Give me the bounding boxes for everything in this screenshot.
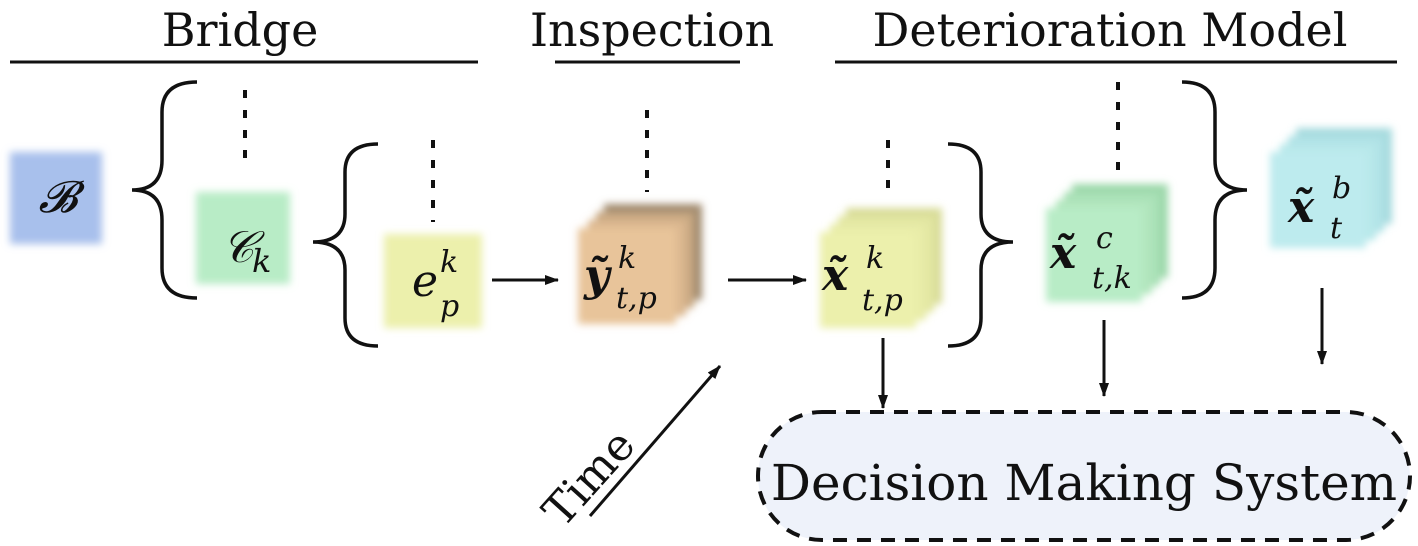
node-component: 𝒞 k [196, 192, 290, 284]
node-bridge-state-symbol: x̃ [1287, 182, 1315, 233]
bridge-state-layer-front [1270, 152, 1366, 248]
node-inspection-sup: k [618, 241, 636, 276]
node-element: e k p [384, 234, 482, 328]
header-deterioration: Deterioration Model [873, 3, 1348, 57]
node-element-sup: k [440, 245, 458, 280]
node-element-sub: p [440, 289, 459, 324]
node-component-state-symbol: x̃ [1049, 228, 1077, 279]
node-bridge-state-sup: b [1332, 171, 1351, 206]
brace-components-right [1181, 80, 1248, 300]
node-component-state-sup: c [1096, 221, 1113, 256]
node-element-state-sup: k [866, 241, 884, 276]
node-inspection-sub: t,p [616, 281, 657, 316]
node-component-sub: k [252, 242, 271, 280]
brace-elements-right [947, 142, 1014, 348]
node-bridge-state-sub: t [1330, 211, 1343, 246]
time-label: Time [533, 420, 645, 537]
component-state-layer-front [1046, 208, 1142, 302]
brace-component [312, 142, 379, 348]
node-element-state: x̃ k t,p [820, 208, 942, 328]
node-bridge: 𝓑 [10, 152, 102, 244]
decision-box [756, 410, 1412, 542]
node-element-state-symbol: x̃ [821, 250, 849, 301]
node-inspection: ỹ k t,p [578, 204, 702, 324]
time-arrow [588, 365, 722, 517]
node-component-box [196, 192, 290, 284]
node-component-state-sub: t,k [1092, 261, 1132, 296]
decision-making-system: Decision Making System [756, 410, 1412, 542]
brace-bridge [131, 80, 198, 300]
header-inspection: Inspection [530, 3, 774, 57]
node-component-state: x̃ c t,k [1046, 184, 1168, 302]
decision-label: Decision Making System [771, 454, 1397, 512]
node-element-symbol: e [412, 256, 438, 307]
node-bridge-box [10, 152, 102, 244]
element-state-layer-front [820, 232, 916, 328]
node-element-box [384, 234, 482, 328]
inspection-layer-front [578, 228, 676, 324]
node-inspection-symbol: ỹ [583, 250, 613, 301]
header-bridge: Bridge [162, 3, 319, 57]
node-element-state-sub: t,p [862, 283, 903, 318]
node-bridge-state: x̃ b t [1270, 128, 1392, 248]
